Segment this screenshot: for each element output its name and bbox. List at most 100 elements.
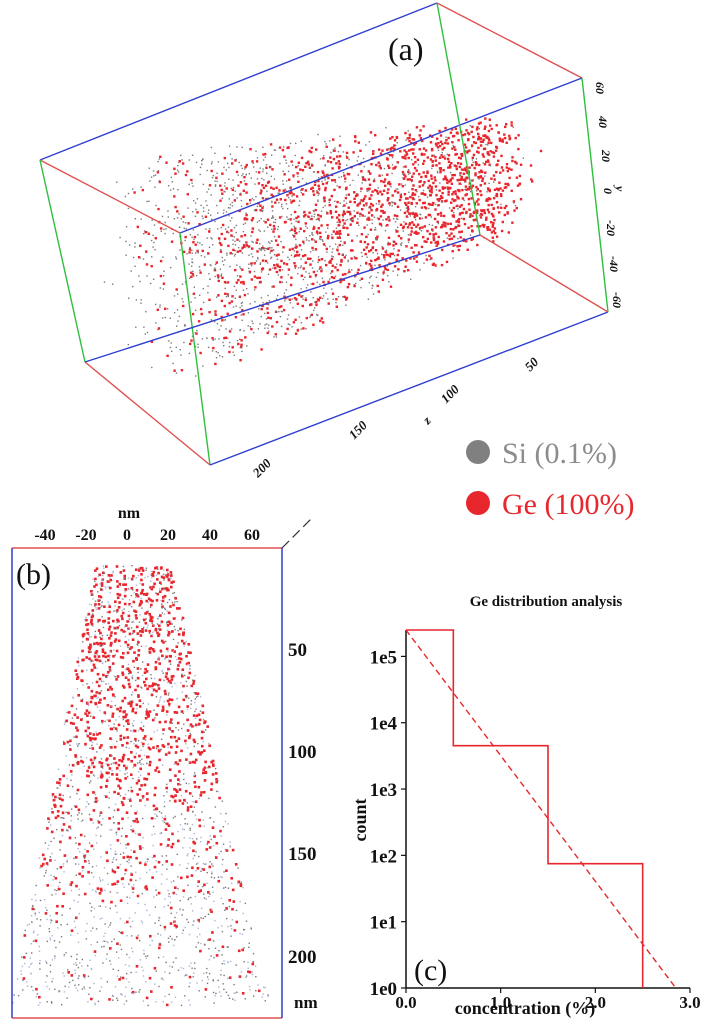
si-atom [100,770,102,773]
ge-atom [407,201,410,204]
ge-atom [58,778,62,781]
si-atom [267,995,269,997]
si-atom [220,969,222,971]
si-atom [164,233,166,235]
ge-atom [190,339,193,342]
si-atom [288,165,290,167]
ge-atom [375,258,379,261]
si-atom [173,892,175,894]
ge-atom [138,699,142,702]
ge-atom [386,173,389,176]
ge-atom [438,144,442,148]
ge-atom [495,163,498,167]
ge-atom [138,833,141,836]
ge-atom [290,201,293,204]
ge-atom [319,231,322,235]
ge-atom [174,886,177,889]
ge-atom [120,801,124,804]
ge-atom [166,354,169,357]
si-atom [429,259,431,261]
ge-atom [432,233,435,236]
si-atom [199,242,201,244]
si-atom [167,572,169,574]
ge-atom [433,176,436,179]
ge-atom [321,182,325,186]
ge-atom [191,760,195,764]
ge-atom [163,689,167,693]
si-atom [155,683,158,686]
si-atom [211,873,213,875]
si-atom [260,297,263,299]
ge-atom [264,152,267,156]
si-atom [225,812,227,815]
ge-atom [239,359,242,362]
si-atom [169,965,171,967]
ge-atom [269,317,272,320]
ge-atom [195,714,199,718]
ge-atom [459,162,463,165]
ge-atom [262,153,265,156]
ge-atom [337,167,341,170]
si-atom [170,881,173,883]
si-atom [191,252,193,254]
si-atom [152,278,155,280]
ge-atom [259,209,262,212]
ge-atom [377,217,381,221]
ge-atom [197,785,201,789]
ge-atom [412,223,416,226]
ge-atom [193,781,196,784]
ge-atom [412,138,416,141]
ge-atom [86,774,89,778]
ge-atom [155,689,158,693]
si-atom [142,1000,144,1002]
si-atom [241,167,243,170]
si-atom [259,243,261,245]
ge-atom [378,174,381,177]
si-atom [119,584,122,587]
ge-atom [111,869,115,873]
si-atom [298,316,301,318]
si-atom [228,232,230,234]
ge-atom [301,304,304,308]
si-atom [51,852,53,855]
ge-atom [485,136,488,139]
ge-atom [388,166,391,169]
ge-atom [403,149,406,152]
si-atom [342,216,344,218]
si-atom [282,207,284,210]
ge-atom [440,226,443,229]
si-atom [464,177,466,179]
ge-atom [500,194,503,198]
si-atom [254,965,257,967]
ge-atom [388,153,392,157]
ge-atom [315,301,318,304]
si-atom [331,255,333,257]
si-atom [148,632,151,634]
si-atom [74,972,76,974]
si-atom [277,192,279,194]
si-atom [151,687,153,689]
si-atom [161,816,164,819]
ge-atom [395,135,399,139]
ge-atom [230,877,233,880]
si-atom [194,698,196,700]
si-atom [219,239,221,241]
si-atom [259,304,261,306]
si-atom [487,144,489,146]
si-atom [250,928,252,930]
ge-atom [185,758,188,761]
si-atom [240,205,243,208]
ge-atom [287,268,291,271]
si-atom [172,817,175,819]
ge-atom [445,179,449,182]
si-atom [250,235,252,237]
ge-atom [370,259,373,263]
ge-atom [474,161,477,164]
ge-atom [130,577,134,581]
ge-atom [508,137,512,140]
ge-atom [482,225,486,228]
si-atom [156,623,159,625]
ge-atom [466,151,469,154]
si-atom [396,162,398,164]
ge-atom [397,234,401,238]
